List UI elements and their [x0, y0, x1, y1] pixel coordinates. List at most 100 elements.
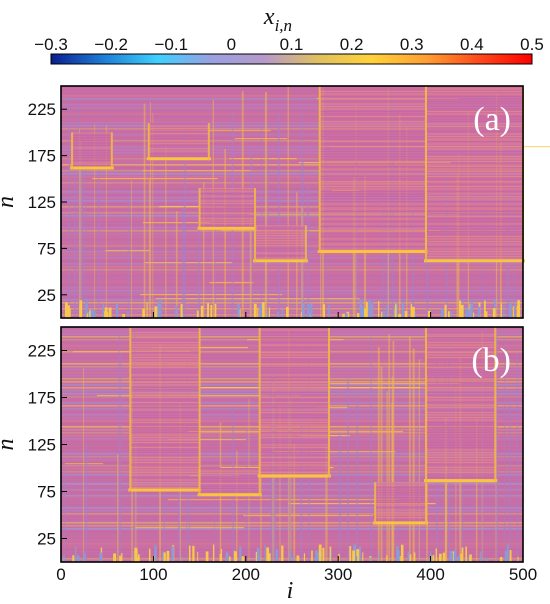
- domain-stripe: [199, 208, 256, 210]
- x-tick-label: 200: [232, 565, 260, 584]
- domain-stripe: [425, 243, 523, 245]
- heatmap-row-stripe: [61, 95, 523, 97]
- domain-stripe: [425, 379, 496, 381]
- y-tick-label: 125: [28, 193, 56, 212]
- x-tick-label: 400: [416, 565, 444, 584]
- domain-stripe: [130, 362, 200, 363]
- domain-stripe: [72, 159, 112, 161]
- domain-stripe: [319, 203, 426, 205]
- transient-mark: [398, 313, 402, 318]
- transient-mark: [235, 551, 238, 562]
- transient-mark: [411, 306, 415, 318]
- transient-mark: [268, 307, 271, 318]
- domain-front: [70, 166, 114, 170]
- heatmap-column-line: [264, 91, 268, 318]
- heatmap-row-stripe: [61, 314, 523, 316]
- domain-stripe: [72, 157, 112, 159]
- transient-mark: [503, 305, 505, 318]
- domain-stripe: [199, 475, 260, 477]
- domain-stripe: [319, 206, 426, 207]
- heatmap-row-stripe: [61, 143, 523, 145]
- transient-mark: [228, 556, 231, 562]
- heatmap-row-stripe: [61, 134, 523, 136]
- domain-stripe: [259, 377, 329, 378]
- domain-stripe: [259, 364, 329, 366]
- colorbar-tick-label: 0.5: [520, 35, 544, 54]
- domain-stripe: [375, 482, 426, 484]
- transient-mark: [311, 550, 313, 562]
- heatmap-column-line: [380, 366, 383, 562]
- domain-stripe: [130, 334, 200, 336]
- domain-stripe: [425, 359, 496, 361]
- heatmap-row-stripe: [61, 305, 523, 307]
- transient-mark: [485, 557, 488, 562]
- transient-mark: [413, 552, 416, 562]
- domain-stripe: [425, 439, 496, 441]
- domain-stripe: [319, 121, 426, 122]
- domain-stripe: [259, 429, 329, 431]
- panel-tag: (a): [473, 101, 511, 138]
- domain-stripe: [319, 201, 426, 202]
- domain-stripe: [259, 464, 329, 466]
- heatmap-row-stripe: [61, 552, 523, 554]
- domain-edge: [327, 327, 330, 478]
- heatmap-column-line: [181, 207, 184, 318]
- heatmap-row-stripe: [61, 293, 523, 295]
- transient-mark: [329, 546, 332, 562]
- transient-mark: [427, 310, 431, 318]
- heatmap-column-line: [178, 445, 181, 562]
- heatmap-row-stripe: [61, 549, 523, 551]
- transient-mark: [506, 544, 509, 562]
- domain-stripe: [425, 118, 523, 120]
- domain-stripe: [319, 111, 426, 112]
- heatmap-column-line: [81, 161, 83, 318]
- domain-stripe: [319, 128, 426, 130]
- heatmap-yellow-stripe: [330, 383, 460, 385]
- heatmap-column-line: [339, 448, 341, 562]
- domain-stripe: [425, 329, 496, 331]
- domain-stripe: [130, 389, 200, 391]
- heatmap-row-stripe: [61, 182, 523, 184]
- domain-stripe: [259, 477, 329, 478]
- domain-stripe: [130, 482, 200, 483]
- transient-mark: [256, 547, 260, 562]
- heatmap-yellow-stripe: [142, 170, 253, 172]
- domain-stripe: [425, 482, 496, 483]
- domain-stripe: [130, 344, 200, 346]
- domain-stripe: [319, 211, 426, 212]
- heatmap-column-line: [277, 112, 281, 318]
- domain-stripe: [319, 188, 426, 190]
- domain-stripe: [259, 352, 329, 353]
- domain-stripe: [425, 377, 496, 378]
- heatmap-row-stripe: [61, 510, 523, 512]
- heatmap-row-stripe: [61, 275, 523, 277]
- domain-stripe: [199, 213, 256, 215]
- heatmap-column-line: [408, 336, 411, 562]
- heatmap-row-stripe: [61, 296, 523, 298]
- domain-stripe: [319, 241, 426, 242]
- domain-stripe: [259, 357, 329, 358]
- transient-mark: [181, 555, 183, 562]
- domain-front: [197, 493, 262, 497]
- heatmap-column-line: [215, 189, 217, 318]
- domain-stripe: [425, 392, 496, 393]
- y-tick-label: 25: [37, 286, 56, 305]
- domain-stripe: [319, 103, 426, 105]
- domain-stripe: [255, 247, 306, 249]
- domain-stripe: [148, 148, 209, 150]
- colorbar-tick-label: −0.3: [34, 35, 68, 54]
- domain-stripe: [259, 457, 329, 458]
- heatmap-row-stripe: [61, 197, 523, 199]
- heatmap-row-stripe: [61, 218, 523, 220]
- heatmap-row-stripe: [61, 164, 523, 166]
- domain-stripe: [255, 257, 306, 259]
- domain-stripe: [425, 352, 496, 353]
- domain-stripe: [259, 459, 329, 461]
- domain-stripe: [319, 168, 426, 170]
- domain-stripe: [199, 473, 260, 474]
- transient-mark: [359, 300, 363, 318]
- heatmap-column-line: [412, 348, 415, 562]
- transient-mark: [355, 555, 358, 562]
- transient-mark: [137, 554, 140, 562]
- domain-stripe: [255, 250, 306, 252]
